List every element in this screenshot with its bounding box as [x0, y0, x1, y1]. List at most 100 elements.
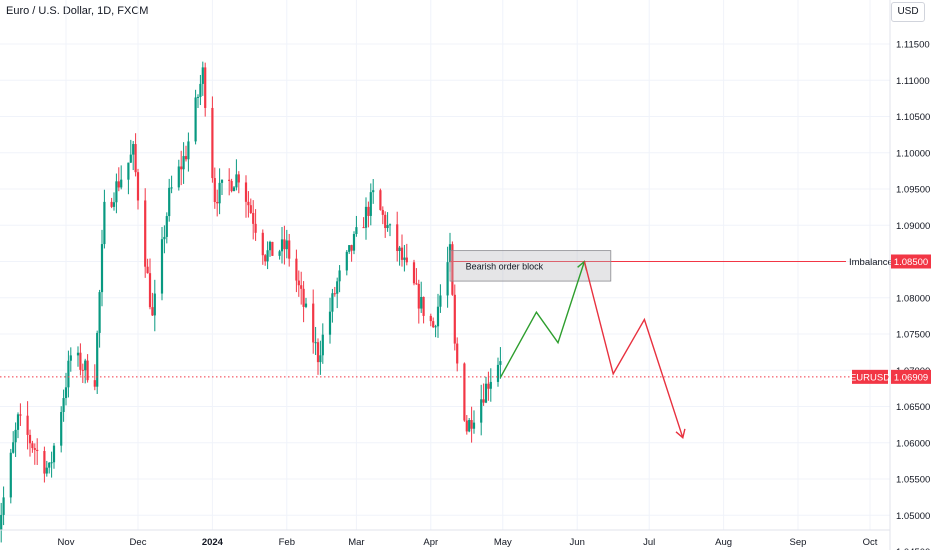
candle-body [96, 332, 99, 387]
candle-body [62, 398, 65, 413]
candle-body [386, 225, 389, 229]
y-tick-label: 1.10500 [896, 112, 930, 123]
candle-body [398, 247, 401, 252]
candle-body [43, 450, 46, 474]
candle-body [496, 364, 500, 382]
candle-body [336, 281, 339, 294]
candle-body [388, 224, 392, 226]
candle-body [333, 293, 336, 295]
candle-body [237, 174, 240, 183]
candle-body [300, 285, 303, 289]
candle-body [451, 244, 454, 295]
y-tick-label: 1.07500 [896, 330, 930, 341]
candle-body [456, 343, 459, 364]
bullish-projection-path [499, 261, 586, 378]
x-tick-label: 2024 [202, 537, 224, 548]
candle-body [232, 187, 236, 192]
candle-body [196, 96, 200, 98]
bearish-projection-path [583, 261, 684, 438]
y-tick-label: 1.05500 [896, 475, 930, 486]
candle-body [36, 449, 39, 451]
candle-body [316, 342, 320, 363]
candle-body [129, 154, 132, 163]
candle-body [396, 224, 399, 252]
candle-body [465, 420, 468, 432]
candle-body [204, 67, 207, 108]
candle-body [489, 381, 492, 389]
candle-body [314, 342, 317, 344]
annotations: Imbalance Bearish order block [0, 250, 893, 439]
candle-body [31, 443, 34, 449]
candle-body [69, 355, 72, 361]
candle-body [252, 212, 255, 224]
y-tick-label: 1.11500 [896, 40, 930, 51]
grid [0, 0, 890, 530]
candle-body [403, 257, 406, 260]
candle-body [417, 283, 420, 309]
y-tick-label: 1.11000 [896, 76, 930, 87]
candle-body [148, 273, 152, 308]
candle-body [381, 209, 384, 215]
candle-body [350, 245, 353, 251]
candle-body [297, 280, 300, 286]
y-tick-label: 1.04500 [896, 547, 930, 550]
y-tick-label: 1.05000 [896, 511, 930, 522]
candlestick-series [0, 61, 502, 543]
chart-title: Euro / U.S. Dollar, 1D, FXCM [6, 5, 149, 17]
candle-body [319, 355, 322, 363]
candle-body [405, 257, 408, 263]
candle-body [420, 296, 423, 309]
candle-body [453, 294, 456, 344]
x-tick-label: Sep [790, 537, 807, 548]
candle-body [52, 445, 56, 463]
candle-body [285, 240, 288, 250]
candle-body [482, 399, 485, 403]
candle-body [115, 181, 118, 203]
candle-body [76, 352, 80, 356]
candle-body [228, 179, 231, 182]
candle-body [194, 97, 197, 142]
candle-body [33, 448, 36, 450]
candle-body [100, 244, 104, 293]
candle-body [28, 434, 32, 444]
candle-body [160, 239, 164, 294]
candle-body [127, 162, 130, 180]
x-tick-label: May [494, 537, 512, 548]
imbalance-price-value: 1.08500 [894, 257, 928, 268]
candle-body [182, 156, 185, 170]
x-tick-label: Jul [643, 537, 655, 548]
candle-body [177, 166, 180, 188]
order-block-label: Bearish order block [466, 261, 544, 271]
candle-body [499, 361, 502, 365]
candle-body [434, 326, 437, 328]
y-tick-label: 1.06500 [896, 402, 930, 413]
candle-body [283, 239, 286, 250]
x-tick-label: Mar [348, 537, 364, 548]
currency-button[interactable]: USD [891, 2, 925, 22]
candle-body [117, 181, 120, 188]
candle-body [432, 321, 435, 328]
candle-body [288, 240, 291, 259]
x-tick-label: Jun [570, 537, 585, 548]
candle-body [436, 306, 440, 327]
candle-body [268, 241, 272, 251]
x-tick-label: Apr [423, 537, 438, 548]
candle-body [429, 315, 432, 322]
candle-body [16, 414, 20, 430]
candle-body [352, 233, 356, 251]
candle-body [216, 201, 219, 204]
candle-body [446, 262, 449, 296]
candle-body [355, 227, 358, 234]
candle-body [271, 241, 274, 256]
candle-body [278, 251, 281, 256]
candle-body [379, 190, 382, 210]
candle-body [463, 363, 466, 421]
candle-body [168, 187, 171, 217]
candle-body [331, 293, 334, 312]
candle-body [264, 255, 267, 262]
candle-body [184, 156, 188, 160]
candle-body [84, 360, 87, 371]
symbol-tag-bg [852, 369, 888, 384]
